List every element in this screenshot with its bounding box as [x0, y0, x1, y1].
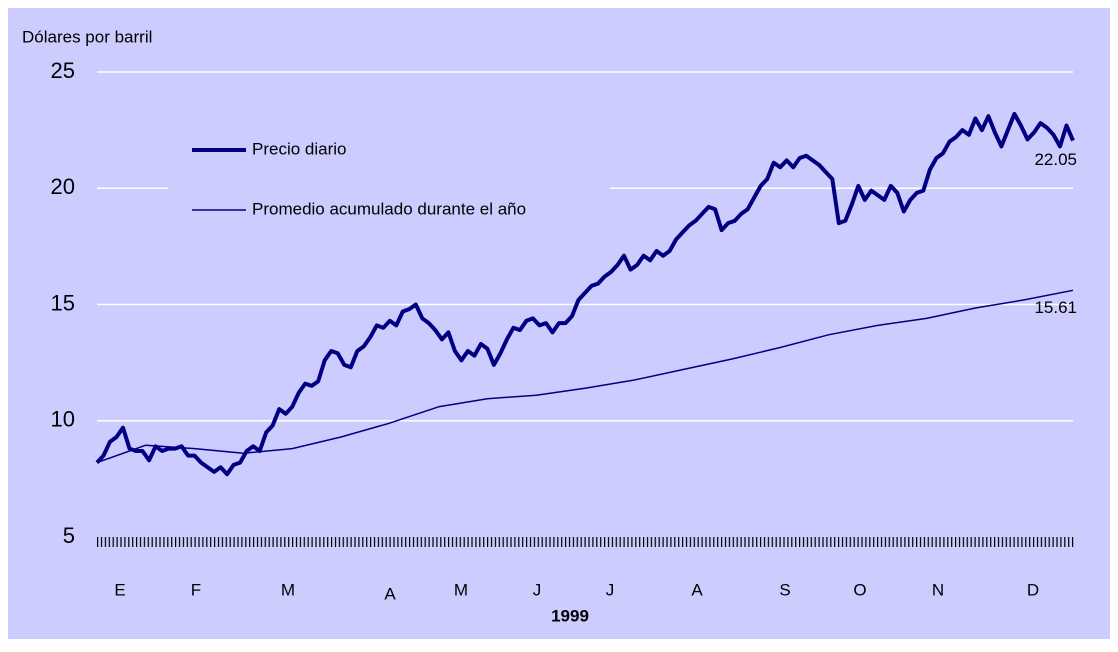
x-tick-label: D	[1027, 580, 1039, 599]
x-tick-label: A	[384, 584, 396, 603]
legend-label: Promedio acumulado durante el año	[252, 199, 526, 218]
x-tick-label: J	[533, 580, 542, 599]
y-tick-label: 20	[51, 174, 75, 199]
y-tick-label: 10	[51, 407, 75, 432]
end-label: 22.05	[1034, 150, 1077, 169]
y-axis-label: Dólares por barril	[22, 27, 152, 46]
x-tick-label: N	[932, 580, 944, 599]
legend-label: Precio diario	[252, 139, 347, 158]
x-tick-label: M	[454, 580, 468, 599]
x-tick-label: F	[191, 580, 201, 599]
y-tick-label: 15	[51, 290, 75, 315]
x-tick-label: J	[606, 580, 615, 599]
x-tick-label: S	[779, 580, 790, 599]
series-line	[96, 289, 1074, 464]
y-tick-label: 5	[63, 523, 75, 548]
x-minor-ticks	[97, 537, 1074, 547]
x-tick-label: A	[691, 580, 703, 599]
x-tick-label: M	[281, 580, 295, 599]
x-tick-label: E	[114, 580, 125, 599]
legend-background	[168, 128, 610, 228]
x-tick-label: O	[853, 580, 866, 599]
x-axis-label: 1999	[551, 606, 589, 625]
end-label: 15.61	[1034, 298, 1077, 317]
y-tick-label: 25	[51, 58, 75, 83]
